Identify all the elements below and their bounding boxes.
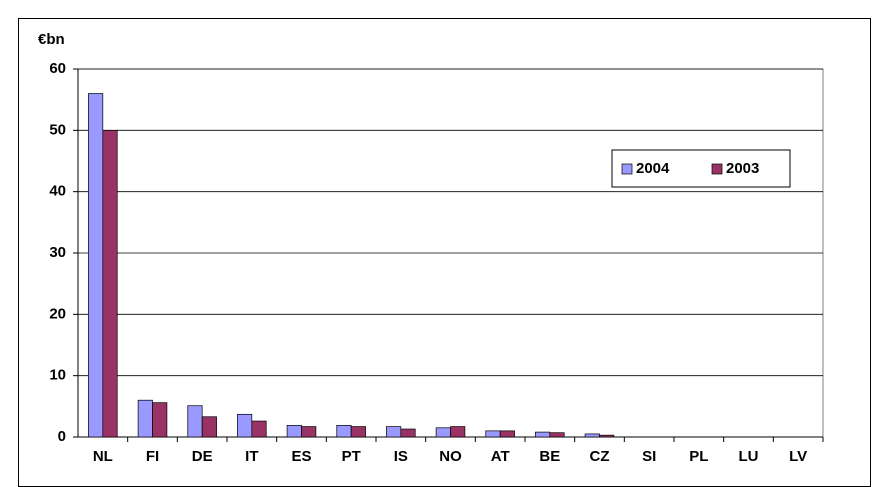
x-tick-label: NO bbox=[439, 448, 462, 465]
x-tick-label: BE bbox=[539, 448, 560, 465]
bar bbox=[88, 93, 104, 438]
bar bbox=[201, 416, 217, 438]
legend-swatch bbox=[711, 163, 723, 175]
x-tick-label: ES bbox=[291, 448, 311, 465]
x-tick-label: LU bbox=[739, 448, 759, 465]
bar bbox=[336, 424, 352, 438]
bar bbox=[301, 426, 317, 438]
x-tick-label: AT bbox=[491, 448, 510, 465]
x-tick-label: NL bbox=[93, 448, 113, 465]
x-tick-label: CZ bbox=[590, 448, 610, 465]
bar bbox=[350, 426, 366, 438]
legend-swatch bbox=[621, 163, 633, 175]
y-tick-label: 10 bbox=[49, 367, 66, 384]
bar bbox=[599, 434, 615, 438]
y-axis-label: €bn bbox=[38, 31, 65, 48]
bar bbox=[435, 427, 451, 438]
bar bbox=[485, 430, 501, 438]
bar bbox=[286, 424, 302, 438]
x-tick-label: PT bbox=[342, 448, 361, 465]
bar bbox=[499, 430, 515, 438]
bar bbox=[549, 432, 565, 438]
y-tick-label: 60 bbox=[49, 60, 66, 77]
bar bbox=[535, 431, 551, 438]
bar bbox=[400, 428, 416, 438]
x-tick-label: PL bbox=[689, 448, 708, 465]
x-tick-label: IS bbox=[394, 448, 408, 465]
y-tick-label: 20 bbox=[49, 305, 66, 322]
y-tick-label: 40 bbox=[49, 183, 66, 200]
x-tick-label: IT bbox=[245, 448, 258, 465]
bar bbox=[102, 129, 118, 438]
x-tick-label: FI bbox=[146, 448, 159, 465]
x-tick-label: DE bbox=[192, 448, 213, 465]
bar bbox=[584, 433, 600, 438]
bar bbox=[450, 426, 466, 438]
bar bbox=[137, 399, 153, 438]
bar bbox=[237, 413, 253, 438]
x-tick-label: LV bbox=[789, 448, 807, 465]
legend-label: 2004 bbox=[636, 160, 670, 177]
y-tick-label: 50 bbox=[49, 121, 66, 138]
y-tick-label: 30 bbox=[49, 244, 66, 261]
bar bbox=[187, 405, 203, 438]
legend-box bbox=[611, 149, 791, 188]
bar bbox=[152, 402, 168, 438]
x-tick-label: SI bbox=[642, 448, 656, 465]
y-tick-label: 0 bbox=[58, 428, 66, 445]
legend-label: 2003 bbox=[726, 160, 759, 177]
bar bbox=[251, 420, 267, 438]
bar bbox=[386, 426, 402, 438]
